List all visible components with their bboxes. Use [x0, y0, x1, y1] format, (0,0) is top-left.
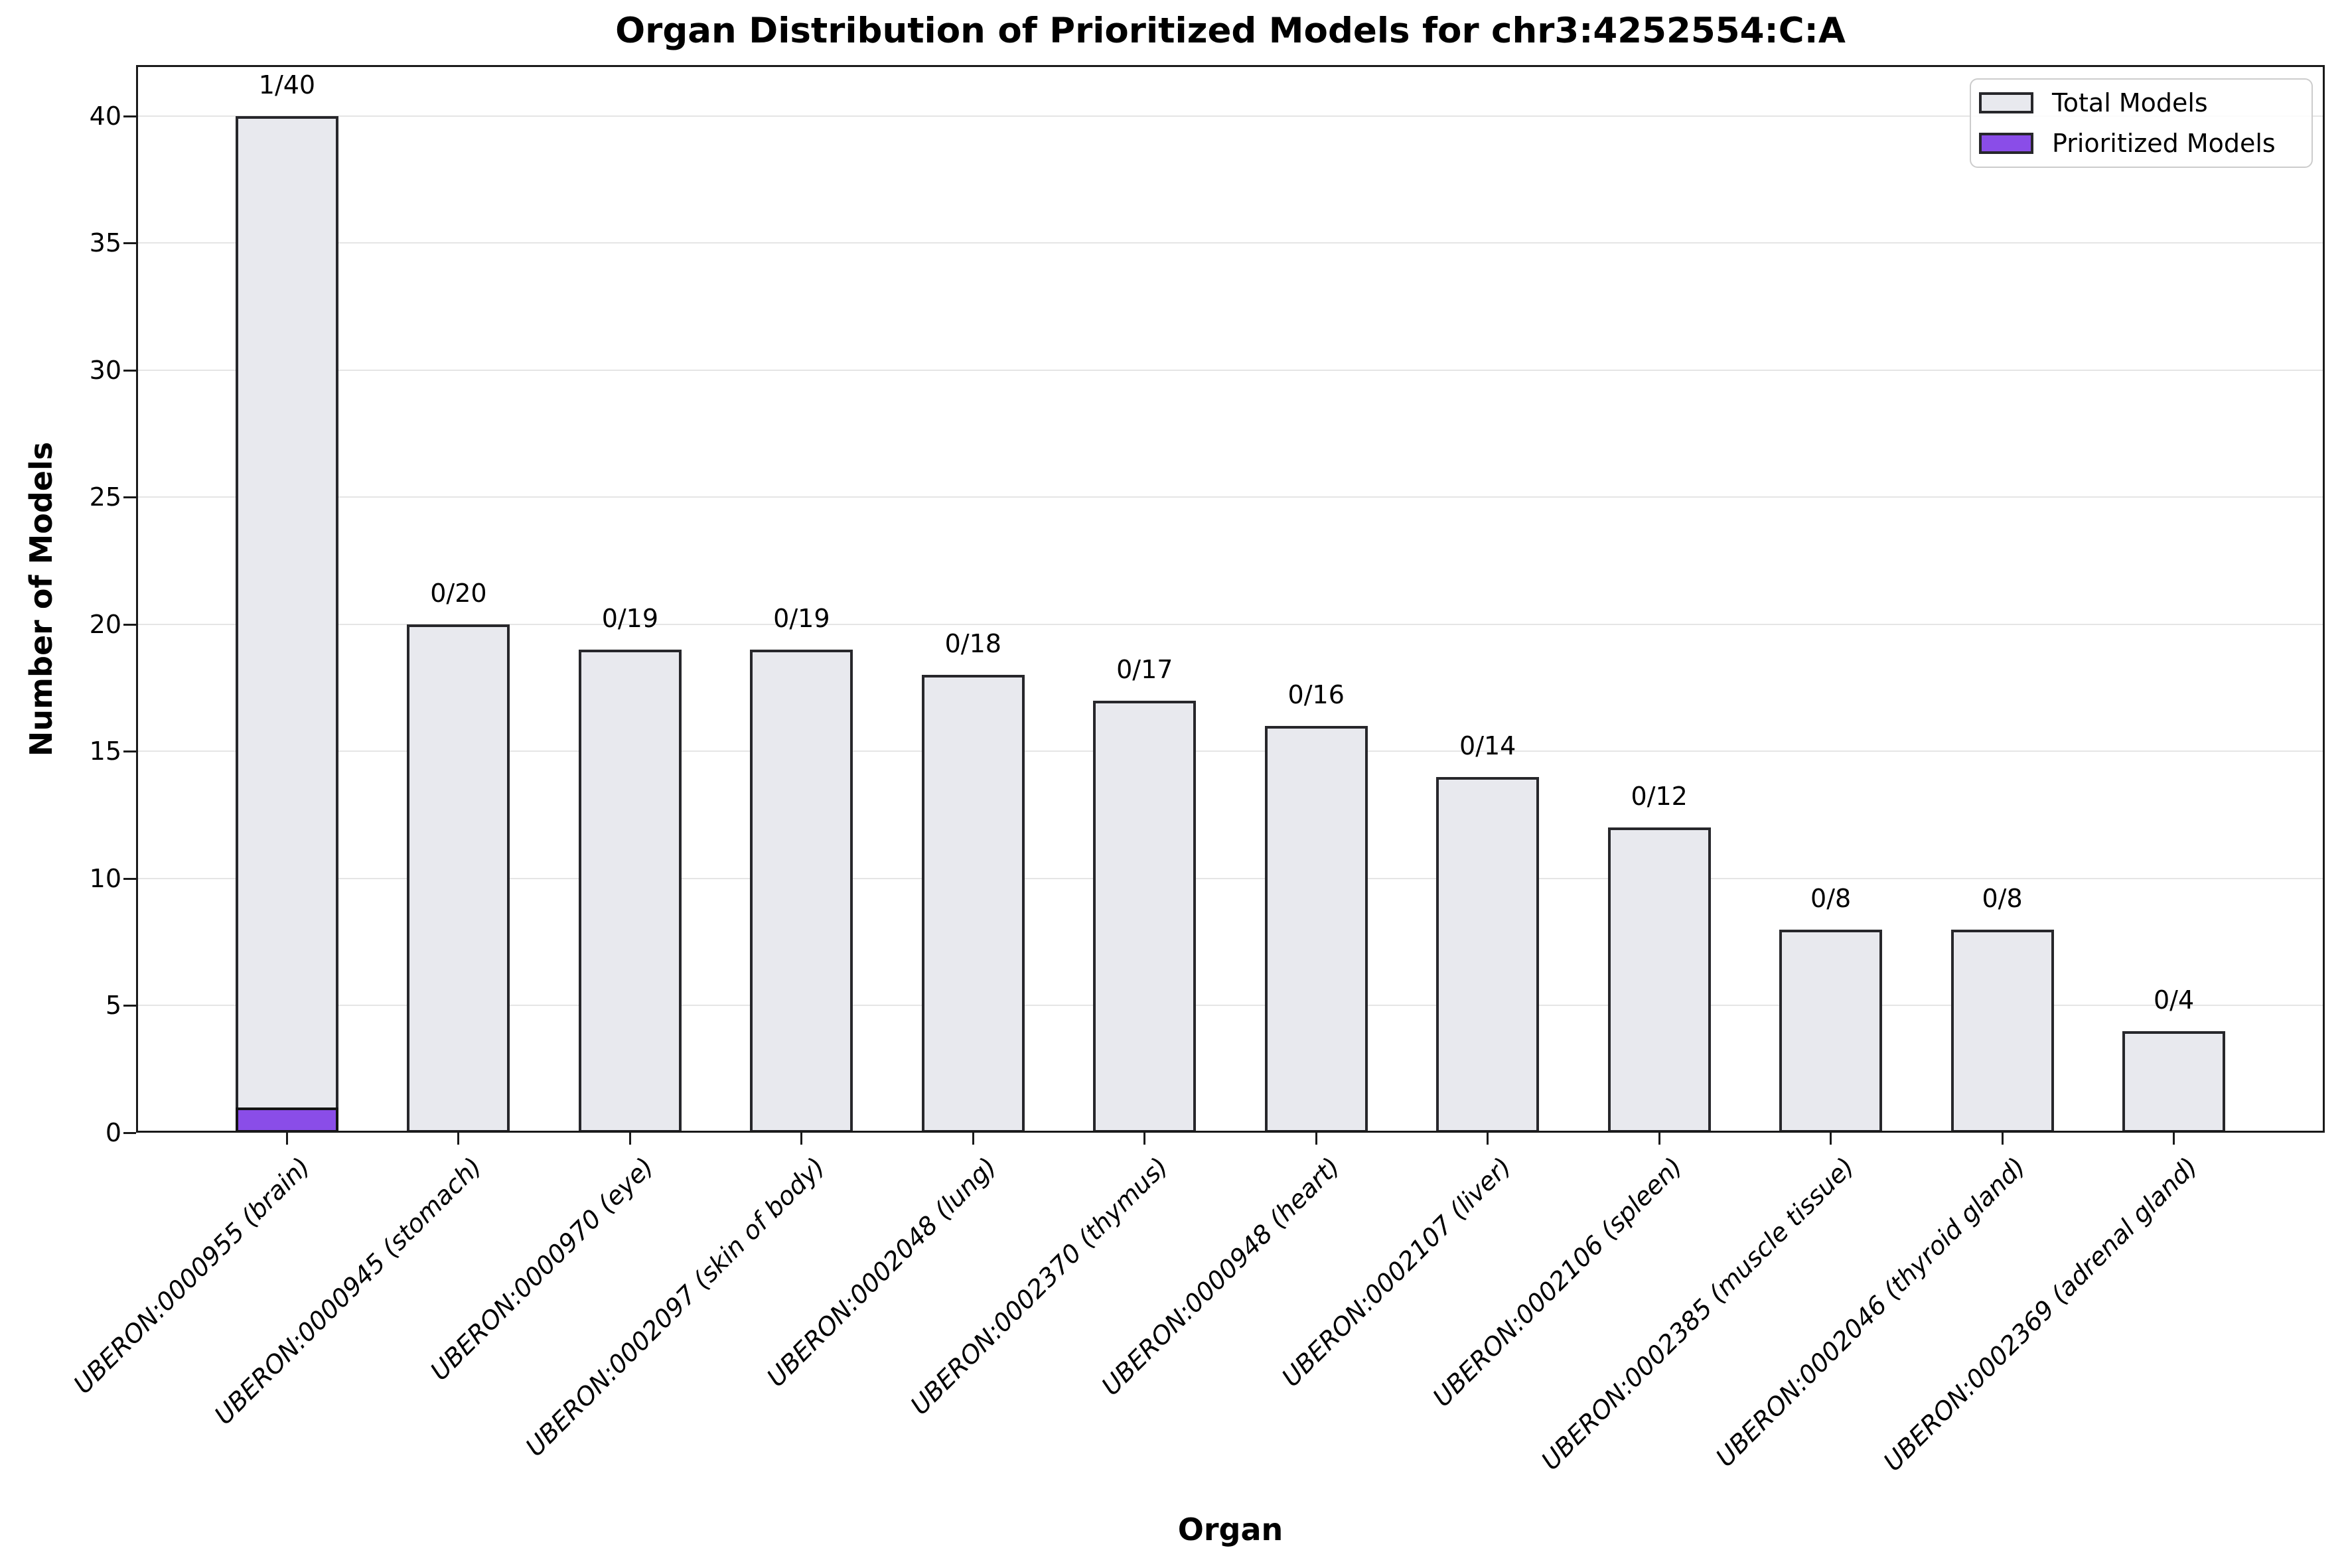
bar-value-label: 0/14 — [1459, 731, 1516, 760]
bar-value-label: 0/20 — [430, 578, 487, 608]
bar-value-label: 0/19 — [773, 604, 830, 634]
x-tick — [1658, 1133, 1660, 1145]
y-tick-label-35: 35 — [89, 228, 121, 258]
bar-value-label: 0/12 — [1631, 782, 1688, 812]
x-tick — [972, 1133, 974, 1145]
bar-total-models — [1951, 929, 2054, 1133]
bar-total-models — [1093, 700, 1196, 1133]
x-tick — [1830, 1133, 1832, 1145]
y-tick-label-30: 30 — [89, 355, 121, 385]
bar-value-label: 0/17 — [1116, 654, 1173, 684]
y-tick-label-5: 5 — [105, 991, 121, 1021]
x-tick-label: UBERON:0002369 (adrenal gland) — [1877, 1151, 2203, 1477]
y-tick-label-25: 25 — [89, 482, 121, 512]
y-tick-40 — [123, 115, 136, 117]
y-tick-label-20: 20 — [89, 609, 121, 639]
gridline-y-30 — [136, 369, 2325, 371]
legend-swatch-total-models — [1979, 92, 2033, 113]
bar-total-models — [236, 115, 338, 1133]
y-tick-10 — [123, 877, 136, 880]
y-tick-35 — [123, 242, 136, 245]
legend-label-prioritized-models: Prioritized Models — [2052, 129, 2276, 159]
bar-value-label: 0/8 — [1810, 883, 1852, 913]
y-tick-5 — [123, 1005, 136, 1007]
x-tick — [800, 1133, 803, 1145]
legend-label-total-models: Total Models — [2052, 88, 2208, 117]
bar-value-label: 0/4 — [2153, 985, 2195, 1015]
bar-total-models — [579, 650, 682, 1133]
bar-total-models — [1436, 776, 1539, 1133]
x-tick — [628, 1133, 631, 1145]
bar-value-label: 0/19 — [601, 604, 659, 634]
x-tick-label: UBERON:0002097 (skin of body) — [520, 1151, 831, 1462]
x-tick-label: UBERON:0002385 (muscle tissue) — [1535, 1151, 1860, 1476]
y-tick-15 — [123, 750, 136, 753]
x-tick — [1315, 1133, 1317, 1145]
bar-total-models — [750, 650, 853, 1133]
x-tick-label: UBERON:0002046 (thyroid gland) — [1710, 1151, 2031, 1473]
bar-prioritized-models — [236, 1107, 338, 1133]
bar-total-models — [922, 675, 1025, 1133]
gridline-y-20 — [136, 623, 2325, 625]
bar-total-models — [1608, 827, 1711, 1133]
y-tick-20 — [123, 623, 136, 626]
gridline-y-5 — [136, 1005, 2325, 1007]
bar-value-label: 0/16 — [1287, 680, 1345, 710]
legend-entry-total: Total Models — [1979, 82, 2304, 123]
x-tick — [2173, 1133, 2175, 1145]
x-axis-label: Organ — [1177, 1512, 1283, 1547]
x-tick — [285, 1133, 288, 1145]
x-tick — [457, 1133, 460, 1145]
x-tick — [2001, 1133, 2004, 1145]
bar-value-label: 0/18 — [944, 629, 1001, 659]
bar-total-models — [1779, 929, 1882, 1133]
bar-total-models — [2122, 1031, 2225, 1133]
gridline-y-35 — [136, 242, 2325, 244]
gridline-y-15 — [136, 750, 2325, 752]
x-tick — [1487, 1133, 1489, 1145]
gridline-y-40 — [136, 115, 2325, 117]
y-tick-25 — [123, 496, 136, 499]
bar-value-label: 1/40 — [258, 70, 316, 100]
chart-title: Organ Distribution of Prioritized Models… — [615, 11, 1846, 51]
y-tick-label-10: 10 — [89, 863, 121, 893]
y-tick-30 — [123, 369, 136, 372]
y-tick-label-15: 15 — [89, 737, 121, 766]
bar-total-models — [407, 624, 510, 1133]
gridline-y-10 — [136, 877, 2325, 879]
legend-swatch-prioritized-models — [1979, 133, 2033, 155]
bar-value-label: 0/8 — [1982, 883, 2023, 913]
y-tick-label-40: 40 — [89, 101, 121, 131]
y-tick-0 — [123, 1132, 136, 1134]
y-tick-label-0: 0 — [105, 1118, 121, 1147]
legend-entry-prioritized: Prioritized Models — [1979, 123, 2304, 165]
gridline-y-25 — [136, 496, 2325, 498]
legend: Total Models Prioritized Models — [1970, 78, 2313, 168]
bar-total-models — [1265, 726, 1368, 1133]
x-tick — [1143, 1133, 1146, 1145]
